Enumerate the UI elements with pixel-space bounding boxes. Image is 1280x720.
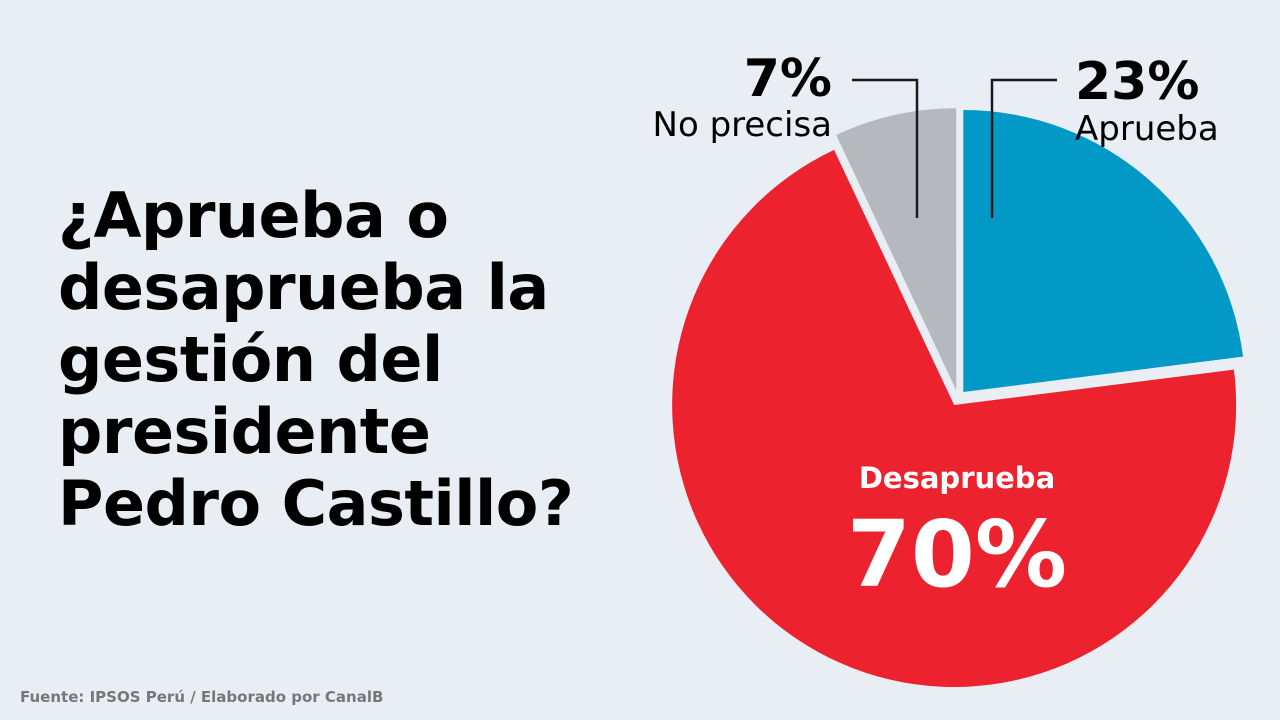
pie-slice-desaprueba	[672, 149, 1237, 688]
aprueba-percent-label: 23%	[1075, 52, 1199, 112]
chart-title: ¿Aprueba o desaprueba la gestión del pre…	[58, 180, 698, 540]
leader-line-aprueba	[990, 78, 1057, 218]
pie-slice-no-precisa	[836, 108, 957, 391]
desaprueba-category-label: Desaprueba	[859, 461, 1055, 495]
pie-slices	[672, 108, 1244, 688]
title-line-1: ¿Aprueba o	[58, 179, 449, 252]
no-precisa-percent-label: 7%	[744, 49, 832, 109]
aprueba-category-label: Aprueba	[1075, 109, 1219, 149]
pie-slice-aprueba	[963, 109, 1244, 392]
leader-line-no-precisa	[852, 78, 919, 218]
source-note: Fuente: IPSOS Perú / Elaborado por Canal…	[20, 688, 384, 706]
title-line-4: presidente	[58, 395, 431, 468]
title-line-5: Pedro Castillo?	[58, 467, 574, 540]
title-line-3: gestión del	[58, 323, 443, 396]
title-line-2: desaprueba la	[58, 251, 549, 324]
desaprueba-percent-label: 70%	[847, 501, 1067, 608]
no-precisa-category-label: No precisa	[653, 105, 832, 145]
